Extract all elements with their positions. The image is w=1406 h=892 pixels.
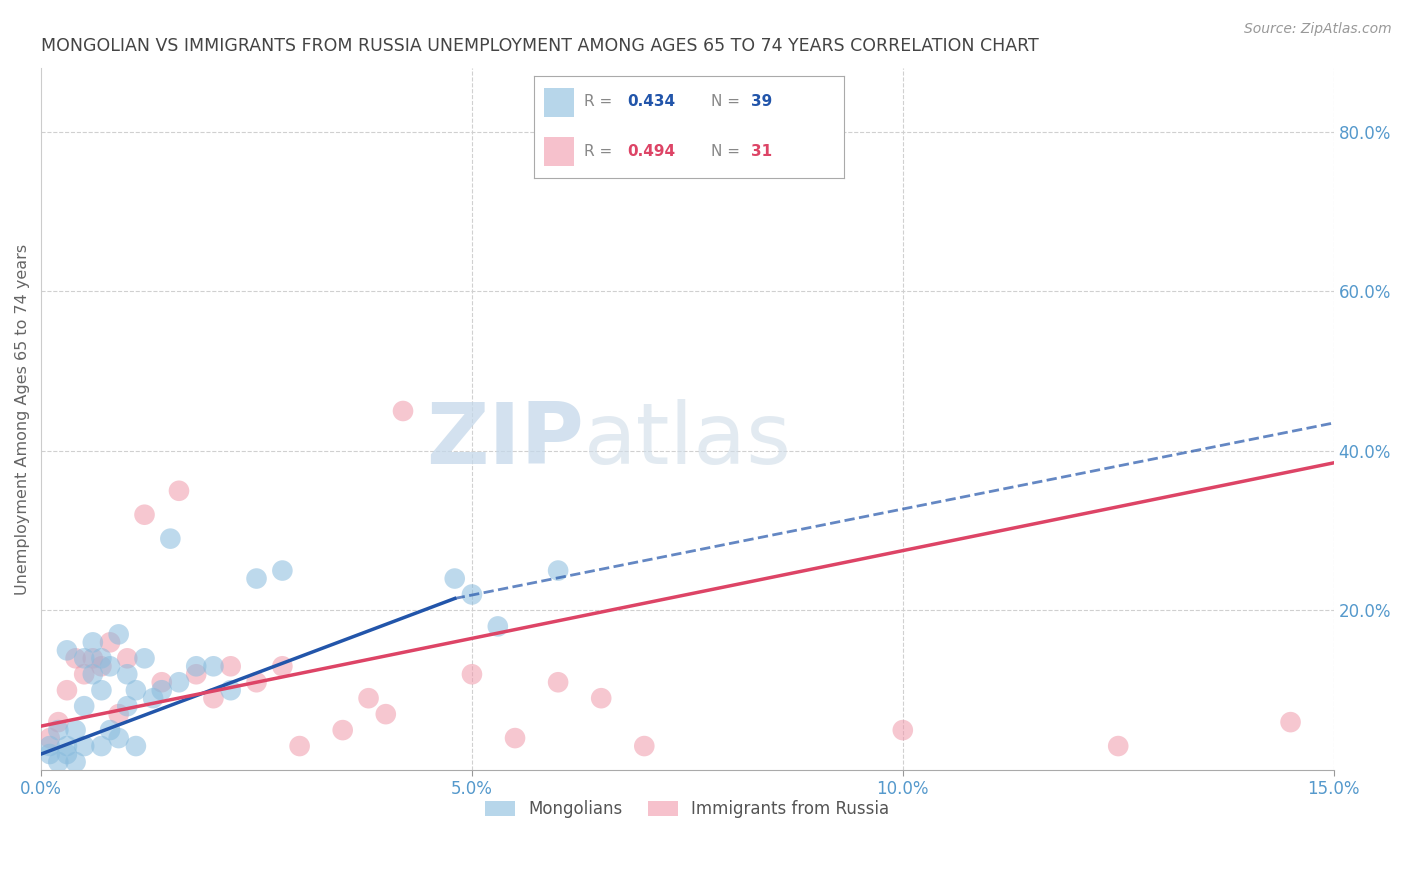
Point — [186, 659, 208, 673]
Point — [82, 667, 104, 681]
Point — [547, 564, 569, 578]
Point — [82, 651, 104, 665]
Text: MONGOLIAN VS IMMIGRANTS FROM RUSSIA UNEMPLOYMENT AMONG AGES 65 TO 74 YEARS CORRE: MONGOLIAN VS IMMIGRANTS FROM RUSSIA UNEM… — [41, 37, 1039, 55]
Point — [186, 667, 208, 681]
Point — [443, 572, 465, 586]
Point — [90, 683, 112, 698]
FancyBboxPatch shape — [544, 137, 575, 166]
Point — [65, 723, 87, 738]
Point — [38, 731, 60, 745]
Point — [142, 691, 165, 706]
Point — [82, 635, 104, 649]
Point — [159, 532, 181, 546]
Point — [332, 723, 354, 738]
Point — [219, 683, 242, 698]
Point — [202, 691, 225, 706]
Point — [486, 619, 509, 633]
Text: ZIP: ZIP — [426, 399, 583, 482]
Point — [73, 699, 96, 714]
Legend: Mongolians, Immigrants from Russia: Mongolians, Immigrants from Russia — [478, 794, 896, 825]
Point — [167, 675, 190, 690]
Point — [117, 667, 139, 681]
Point — [73, 739, 96, 753]
Point — [98, 635, 121, 649]
FancyBboxPatch shape — [544, 88, 575, 117]
Point — [125, 739, 148, 753]
Point — [117, 651, 139, 665]
Point — [219, 659, 242, 673]
Point — [46, 755, 69, 769]
Point — [90, 739, 112, 753]
Point — [633, 739, 655, 753]
Point — [65, 755, 87, 769]
Y-axis label: Unemployment Among Ages 65 to 74 years: Unemployment Among Ages 65 to 74 years — [15, 244, 30, 595]
Point — [461, 587, 484, 601]
Point — [73, 667, 96, 681]
Text: 0.494: 0.494 — [627, 145, 675, 160]
Point — [73, 651, 96, 665]
Point — [392, 404, 415, 418]
Point — [374, 707, 396, 722]
Point — [56, 643, 79, 657]
Point — [150, 683, 173, 698]
Point — [245, 572, 267, 586]
Point — [134, 651, 156, 665]
Point — [1107, 739, 1129, 753]
Text: atlas: atlas — [583, 399, 792, 482]
Text: Source: ZipAtlas.com: Source: ZipAtlas.com — [1244, 22, 1392, 37]
Text: 0.434: 0.434 — [627, 95, 675, 110]
Point — [357, 691, 380, 706]
Text: R =: R = — [583, 95, 617, 110]
Point — [134, 508, 156, 522]
Text: R =: R = — [583, 145, 617, 160]
Point — [65, 651, 87, 665]
Point — [56, 739, 79, 753]
Point — [98, 723, 121, 738]
Point — [202, 659, 225, 673]
Point — [117, 699, 139, 714]
Point — [90, 651, 112, 665]
Point — [125, 683, 148, 698]
Point — [56, 683, 79, 698]
Point — [46, 715, 69, 730]
Point — [891, 723, 914, 738]
Point — [90, 659, 112, 673]
Point — [271, 659, 294, 673]
Point — [98, 659, 121, 673]
Point — [1279, 715, 1302, 730]
Point — [46, 723, 69, 738]
Text: 31: 31 — [751, 145, 772, 160]
Text: 39: 39 — [751, 95, 772, 110]
Point — [271, 564, 294, 578]
Point — [547, 675, 569, 690]
Point — [56, 747, 79, 761]
Point — [150, 675, 173, 690]
Point — [591, 691, 613, 706]
Point — [38, 747, 60, 761]
Point — [167, 483, 190, 498]
Point — [503, 731, 526, 745]
Point — [107, 707, 129, 722]
Point — [245, 675, 267, 690]
Text: N =: N = — [710, 145, 744, 160]
Point — [461, 667, 484, 681]
Text: N =: N = — [710, 95, 744, 110]
Point — [288, 739, 311, 753]
Point — [107, 627, 129, 641]
Point — [107, 731, 129, 745]
Point — [38, 739, 60, 753]
